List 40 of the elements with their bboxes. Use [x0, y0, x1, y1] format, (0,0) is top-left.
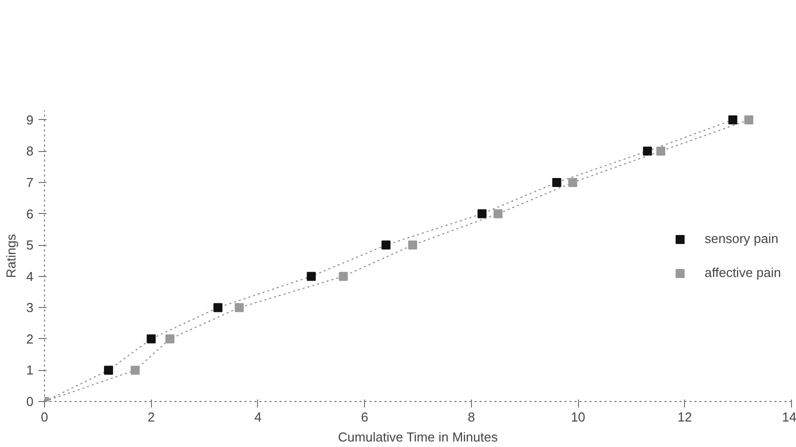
legend-label: sensory pain: [704, 231, 778, 246]
y-axis-title: Ratings: [3, 233, 18, 278]
y-tick-label: 2: [26, 331, 34, 346]
point: [642, 146, 652, 156]
x-tick-label: 10: [570, 410, 586, 424]
point: [130, 366, 140, 375]
point: [234, 303, 244, 312]
point: [381, 240, 390, 250]
point: [568, 178, 578, 187]
point: [478, 209, 487, 218]
x-tick-label: 8: [468, 410, 475, 424]
point: [744, 115, 754, 124]
x-axis-title: Cumulative Time in Minutes: [338, 430, 498, 444]
x-tick-label: 12: [678, 410, 692, 424]
y-tick-label: 1: [26, 362, 34, 378]
y-tick-label: 9: [26, 112, 34, 128]
x-tick-label: 6: [361, 410, 368, 424]
point: [656, 146, 666, 156]
point: [165, 334, 174, 344]
point: [213, 303, 222, 312]
point: [408, 240, 418, 250]
point: [146, 334, 156, 344]
y-tick-label: 7: [26, 174, 34, 190]
point: [552, 178, 562, 187]
x-tick-label: 0: [40, 410, 48, 424]
x-tick-label: 14: [782, 410, 796, 424]
point: [338, 272, 348, 281]
y-tick-label: 3: [26, 300, 34, 316]
y-tick-label: 6: [26, 206, 34, 222]
x-tick-label: 2: [148, 410, 155, 424]
legend-label: affective pain: [704, 265, 781, 280]
y-tick-label: 8: [26, 144, 34, 159]
point: [104, 366, 114, 375]
point: [494, 209, 503, 218]
y-tick-label: 0: [26, 394, 34, 409]
point: [728, 115, 738, 124]
y-tick-label: 5: [26, 238, 34, 253]
y-tick-label: 4: [26, 268, 34, 284]
point: [306, 272, 316, 281]
x-tick-label: 4: [254, 410, 262, 424]
